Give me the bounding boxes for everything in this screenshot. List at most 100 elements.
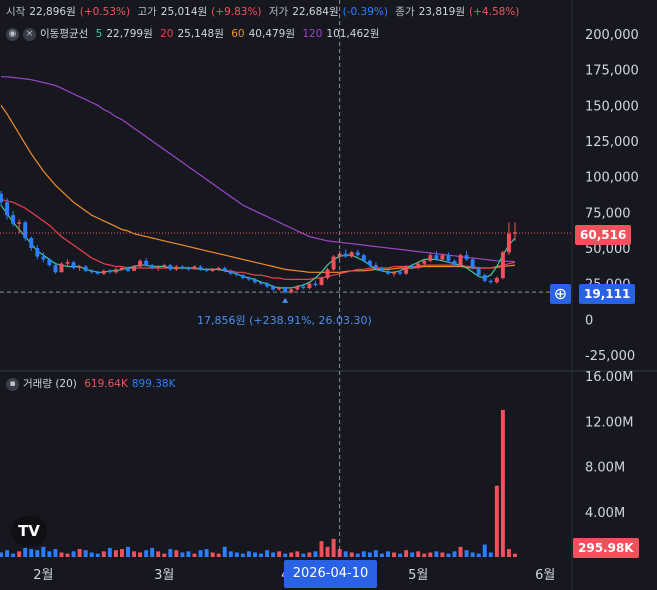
ma60-period: 60: [231, 28, 245, 40]
volume-bar: [95, 553, 100, 557]
volume-bar: [192, 553, 197, 557]
volume-bar: [271, 552, 276, 557]
candle-body: [506, 233, 511, 253]
volume-bar: [246, 551, 251, 557]
y-tick-label: 0: [585, 313, 593, 328]
candle-body: [355, 252, 360, 256]
candle-body: [198, 266, 203, 270]
volume-bar: [277, 551, 282, 557]
candle-body: [476, 267, 481, 276]
volume-bar: [398, 553, 403, 557]
volume-bar: [506, 549, 511, 557]
volume-bar: [174, 550, 179, 557]
volume-bar: [470, 552, 475, 557]
candle-body: [71, 262, 76, 268]
volume-tick-label: 12.00M: [585, 415, 633, 430]
open-label: 시작: [6, 6, 26, 18]
volume-bar: [500, 409, 505, 557]
volume-bar: [458, 546, 463, 557]
candle-body: [482, 275, 487, 281]
volume-toggle-icon[interactable]: ▪: [6, 377, 19, 391]
candle-body: [379, 267, 384, 271]
candle-body: [253, 279, 257, 283]
volume-bar: [41, 546, 46, 557]
volume-bar: [210, 552, 215, 557]
ma120-line: [1, 76, 516, 263]
candle-body: [494, 277, 499, 283]
candle-body: [35, 248, 40, 257]
close-value: 23,819원: [418, 6, 466, 18]
candle-body: [174, 266, 179, 270]
volume-bar: [138, 552, 143, 557]
volume-bar: [325, 546, 330, 557]
candle-body: [500, 252, 505, 278]
ma5-value: 22,799원: [106, 28, 153, 40]
volume-bar: [367, 552, 372, 557]
volume-bar: [379, 553, 384, 557]
hide-eye-icon[interactable]: ◉: [6, 27, 19, 41]
tradingview-logo[interactable]: TV: [11, 516, 47, 546]
candle-body: [259, 282, 263, 284]
volume-bar: [0, 552, 3, 557]
candle-body: [349, 252, 354, 257]
volume-bar: [186, 551, 191, 557]
volume-bar: [307, 552, 312, 557]
high-change: (+9.83%): [211, 6, 262, 18]
volume-bar: [319, 541, 324, 557]
candle-body: [440, 255, 445, 260]
volume-ma-value: 899.38K: [131, 378, 176, 390]
volume-bar: [198, 550, 203, 557]
candle-body: [271, 286, 276, 290]
candle-body: [0, 193, 3, 203]
volume-bar: [265, 550, 270, 557]
candle-body: [410, 266, 415, 268]
volume-bar: [452, 551, 457, 557]
candle-body: [234, 273, 239, 276]
candle-body: [488, 280, 493, 283]
volume-tick-label: 16.00M: [585, 370, 633, 385]
volume-bar: [156, 551, 161, 557]
volume-bar: [228, 551, 233, 557]
ohlc-legend: 시작 22,896원 (+0.53%) 고가 25,014원 (+9.83%) 저가 22…: [6, 4, 523, 19]
crosshair-price-tag: 19,111: [579, 284, 636, 304]
open-value: 22,896원: [29, 6, 76, 18]
candle-body: [416, 263, 421, 268]
volume-bar: [29, 549, 34, 557]
ma-legend: ◉ × 이동평균선 5 22,799원 20 25,148원 60 40,479원 120…: [6, 26, 383, 41]
volume-bar: [89, 552, 94, 557]
volume-bar: [17, 551, 22, 557]
volume-bar: [355, 553, 360, 557]
volume-bar: [180, 552, 185, 557]
volume-value: 619.64K: [84, 378, 128, 390]
volume-tick-label: 8.00M: [585, 461, 625, 476]
y-tick-label: 175,000: [585, 64, 639, 79]
volume-bar: [410, 552, 415, 557]
y-tick-label: 50,000: [585, 242, 631, 257]
ma20-line: [0, 198, 516, 280]
volume-bar: [126, 546, 130, 557]
ma120-period: 120: [302, 28, 323, 40]
candle-body: [277, 287, 282, 290]
volume-bar: [77, 549, 82, 557]
candle-body: [295, 286, 300, 290]
volume-bar: [53, 549, 58, 557]
candle-body: [367, 260, 372, 266]
volume-bar: [59, 552, 64, 557]
candle-body: [83, 266, 88, 271]
candle-body: [313, 283, 318, 286]
volume-last-tag: 295.98K: [573, 538, 639, 558]
candle-body: [119, 267, 124, 270]
volume-bar: [416, 551, 421, 557]
add-alert-plus-icon[interactable]: ⊕: [550, 284, 571, 304]
volume-legend: ▪ 거래량 (20) 619.64K 899.38K: [6, 376, 180, 391]
candle-body: [301, 286, 306, 288]
candle-body: [386, 270, 390, 274]
volume-bar: [162, 553, 167, 557]
volume-bar: [5, 550, 10, 557]
volume-bar: [240, 553, 245, 557]
close-icon[interactable]: ×: [23, 27, 36, 41]
low-value: 22,684원: [292, 6, 339, 18]
volume-bar: [313, 551, 318, 557]
candle-body: [458, 255, 463, 266]
candle-body: [361, 255, 366, 261]
